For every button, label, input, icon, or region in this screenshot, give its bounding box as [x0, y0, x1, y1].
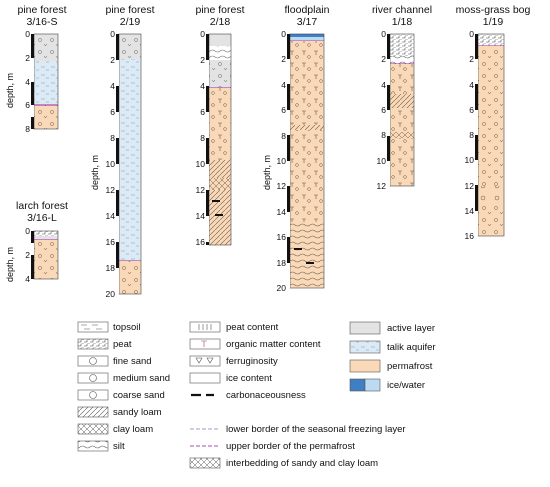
legend-silt: silt [113, 441, 125, 452]
depth-tick-label: 0 [281, 29, 286, 39]
depth-tick-label: 8 [281, 130, 286, 141]
legend-active-layer: active layer [387, 323, 436, 334]
depth-tick-label: 10 [105, 159, 115, 169]
legend-seasonal-freezing-border: lower border of the seasonal freezing la… [226, 424, 406, 435]
legend-swatches [77, 321, 381, 469]
legend-clay-loam: clay loam [113, 424, 154, 435]
depth-tick-label: 14 [105, 211, 115, 221]
legend-ice-content: ice content [226, 373, 272, 384]
depth-axis-label-219: depth, m [90, 154, 100, 190]
depth-tick-label: 6 [110, 107, 115, 117]
column-pine-218 [206, 33, 232, 246]
depth-tick-label: 12 [376, 181, 386, 191]
depth-tick-label: 8 [200, 133, 205, 143]
legend-topsoil: topsoil [113, 322, 141, 333]
title-pine-219: pine forest 2/19 [105, 4, 155, 28]
column-pine-219 [116, 33, 142, 295]
depth-tick-label: 16 [464, 231, 474, 241]
column-larch-316l [31, 230, 59, 280]
depth-tick-label: 0 [25, 226, 30, 236]
depth-tick-label: 8 [25, 124, 30, 134]
legend-carbonaceousness: carbonaceousness [226, 390, 306, 401]
legend-ferruginosity: ferruginosity [226, 356, 278, 367]
depth-tick-label: 2 [110, 55, 115, 65]
depth-tick-label: 4 [25, 76, 30, 87]
depth-tick-label: 18 [276, 257, 286, 268]
depth-tick-label: 2 [25, 52, 30, 63]
depth-tick-label: 8 [469, 130, 474, 140]
depth-tick-label: 4 [110, 81, 115, 91]
depth-tick-label: 16 [276, 232, 286, 243]
title-larch-316l: larch forest 3/16-L [16, 200, 68, 224]
title-pine-218: pine forest 2/18 [195, 4, 245, 28]
column-pine-316s [31, 33, 59, 130]
depth-tick-label: 2 [469, 54, 474, 65]
depth-tick-label: 6 [25, 100, 30, 111]
depth-tick-label: 2 [281, 54, 286, 65]
depth-tick-label: 20 [105, 289, 115, 299]
depth-tick-label: 10 [376, 155, 386, 166]
depth-tick-label: 14 [276, 206, 286, 217]
depth-tick-label: 14 [464, 205, 474, 216]
depth-tick-label: 4 [469, 79, 474, 90]
depth-tick-label: 0 [25, 29, 30, 39]
legend-organic-matter: organic matter content [226, 339, 321, 350]
depth-tick-label: 14 [195, 211, 205, 221]
legend-interbedding: interbedding of sandy and clay loam [226, 458, 379, 469]
depth-axis-label-316l: depth, m [5, 246, 15, 282]
depth-tick-label: 6 [200, 107, 205, 117]
legend-peat-content: peat content [226, 322, 279, 333]
legend-ice-water: ice/water [387, 380, 426, 391]
title-floodplain-317: floodplain 3/17 [284, 4, 330, 28]
depth-tick-label: 0 [469, 29, 474, 39]
depth-tick-label: 6 [381, 105, 386, 115]
depth-tick-label: 6 [281, 105, 286, 116]
legend-sandy-loam: sandy loam [113, 407, 162, 418]
title-river-118: river channel 1/18 [371, 4, 433, 28]
depth-tick-label: 20 [276, 283, 286, 293]
depth-tick-label: 8 [110, 133, 115, 143]
depth-tick-label: 12 [464, 180, 474, 191]
depth-tick-label: 12 [195, 185, 205, 195]
depth-tick-label: 10 [276, 156, 286, 166]
legend-permafrost-border: upper border of the permafrost [226, 441, 355, 452]
depth-tick-label: 2 [381, 54, 386, 65]
depth-tick-label: 0 [381, 29, 386, 39]
legend-peat: peat [113, 339, 132, 350]
column-floodplain-317 [287, 33, 325, 289]
depth-tick-label: 4 [381, 79, 386, 90]
title-bog-119: moss-grass bog 1/19 [455, 4, 531, 28]
depth-tick-label: 2 [200, 55, 205, 65]
depth-tick-label: 10 [464, 155, 474, 166]
column-bog-119 [475, 33, 505, 237]
depth-axis-label-316s: depth, m [5, 72, 15, 108]
depth-tick-label: 12 [105, 185, 115, 195]
depth-tick-label: 4 [281, 79, 286, 90]
depth-tick-label: 4 [200, 81, 205, 91]
legend-talik-aquifer: talik aquifer [387, 342, 436, 353]
depth-tick-label: 4 [25, 274, 30, 284]
legend-medium-sand: medium sand [113, 373, 171, 384]
depth-axis-label-317: depth, m [262, 154, 272, 190]
depth-tick-label: 0 [110, 29, 115, 39]
depth-tick-label: 2 [25, 250, 30, 260]
depth-tick-label: 8 [381, 130, 386, 141]
depth-tick-label: 10 [195, 159, 205, 169]
depth-tick-label: 6 [469, 104, 474, 115]
title-pine-316s: pine forest 3/16-S [17, 4, 67, 28]
depth-tick-label: 16 [105, 237, 115, 247]
legend-permafrost: permafrost [387, 361, 433, 372]
legend-fine-sand: fine sand [113, 356, 152, 367]
depth-tick-label: 18 [105, 263, 115, 273]
column-river-118 [387, 33, 415, 187]
depth-tick-label: 16 [195, 237, 205, 247]
depth-tick-label: 12 [276, 181, 286, 192]
legend-coarse-sand: coarse sand [113, 390, 165, 401]
depth-tick-label: 0 [200, 29, 205, 39]
